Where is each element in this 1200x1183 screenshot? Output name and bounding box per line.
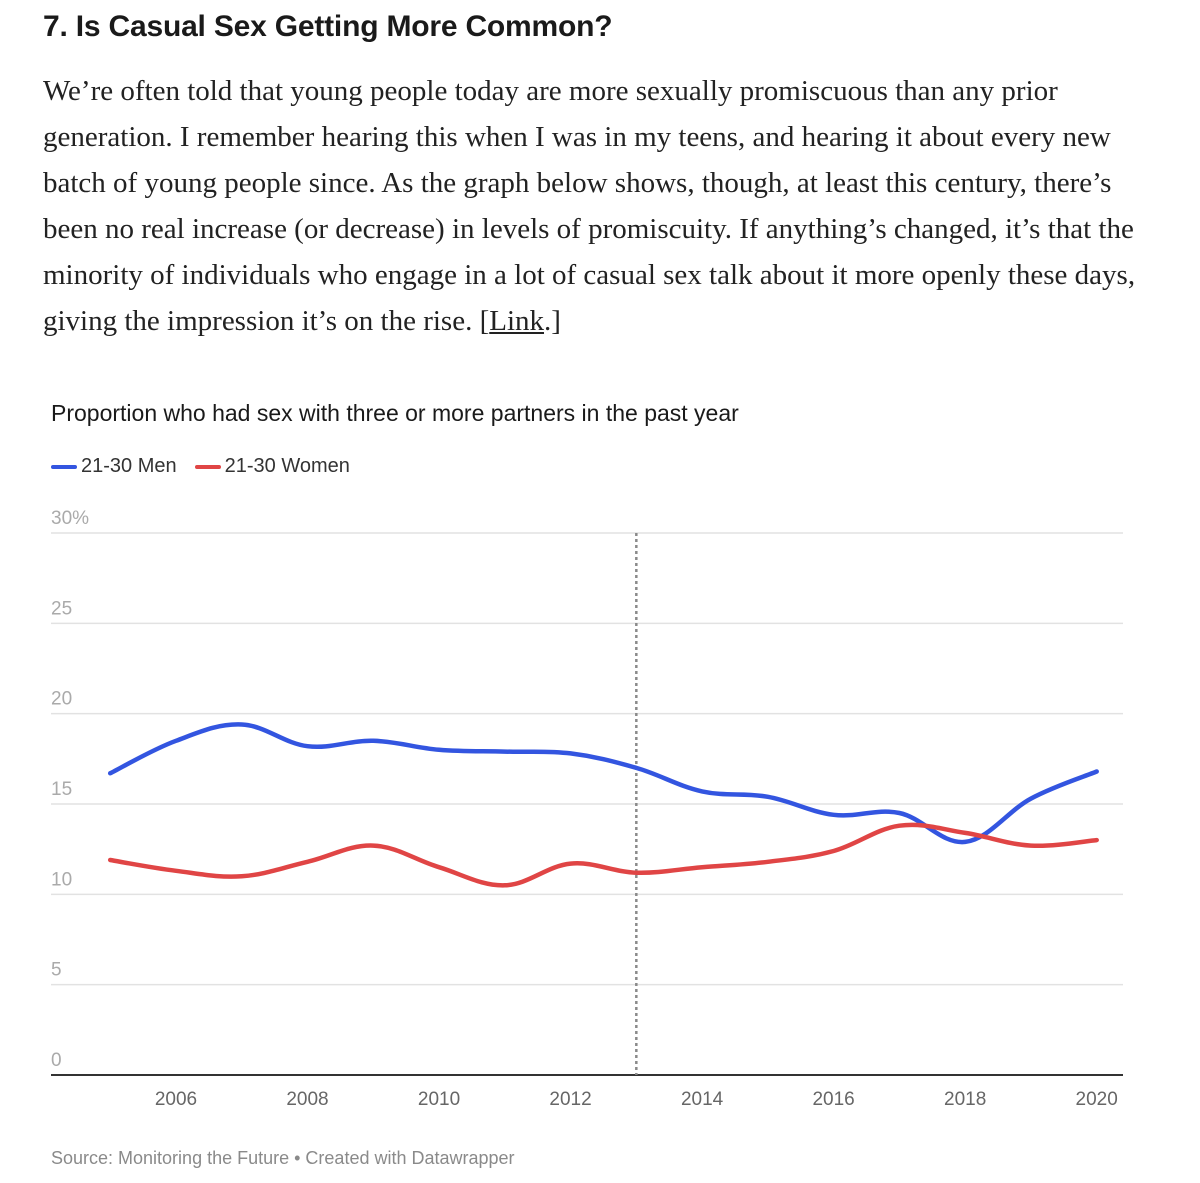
- x-tick-label: 2014: [681, 1089, 724, 1110]
- grid-lines: [51, 532, 1123, 1076]
- chart-legend: 21-30 Men 21-30 Women: [51, 455, 350, 478]
- legend-item-women: 21-30 Women: [194, 455, 350, 478]
- y-tick-label: 5: [51, 960, 62, 981]
- paragraph-end: .]: [544, 305, 561, 337]
- x-tick-label: 2006: [155, 1089, 197, 1110]
- y-axis-ticks: 30% 25 20 15 10 5 0: [51, 508, 89, 1071]
- chart-title: Proportion who had sex with three or mor…: [51, 400, 739, 426]
- series-line-men: [107, 722, 1099, 845]
- x-axis-ticks: 2006 2008 2010 2012 2014 2016 2018 2020: [155, 1089, 1118, 1110]
- legend-swatch-men: [51, 464, 77, 469]
- x-tick-label: 2018: [944, 1089, 986, 1110]
- chart-source: Source: Monitoring the Future • Created …: [51, 1148, 515, 1168]
- legend-item-men: 21-30 Men: [51, 455, 177, 478]
- legend-label-women: 21-30 Women: [224, 455, 350, 477]
- article-paragraph: We’re often told that young people today…: [43, 68, 1163, 344]
- paragraph-text: We’re often told that young people today…: [43, 75, 1136, 337]
- legend-label-men: 21-30 Men: [81, 455, 177, 477]
- y-tick-label: 0: [51, 1050, 62, 1071]
- y-tick-label: 15: [51, 779, 72, 800]
- x-tick-label: 2016: [812, 1089, 854, 1110]
- series-lines: [107, 722, 1099, 888]
- x-tick-label: 2020: [1076, 1089, 1118, 1110]
- y-tick-label: 25: [51, 598, 72, 619]
- section-heading: 7. Is Casual Sex Getting More Common?: [43, 10, 613, 43]
- y-tick-label: 20: [51, 689, 72, 710]
- series-line-women: [107, 822, 1099, 888]
- source-link[interactable]: Link: [489, 305, 545, 337]
- x-tick-label: 2008: [286, 1089, 328, 1110]
- x-tick-label: 2010: [418, 1089, 460, 1110]
- x-tick-label: 2012: [549, 1089, 591, 1110]
- y-tick-label: 30%: [51, 508, 89, 529]
- legend-swatch-women: [194, 464, 221, 469]
- y-tick-label: 10: [51, 869, 72, 890]
